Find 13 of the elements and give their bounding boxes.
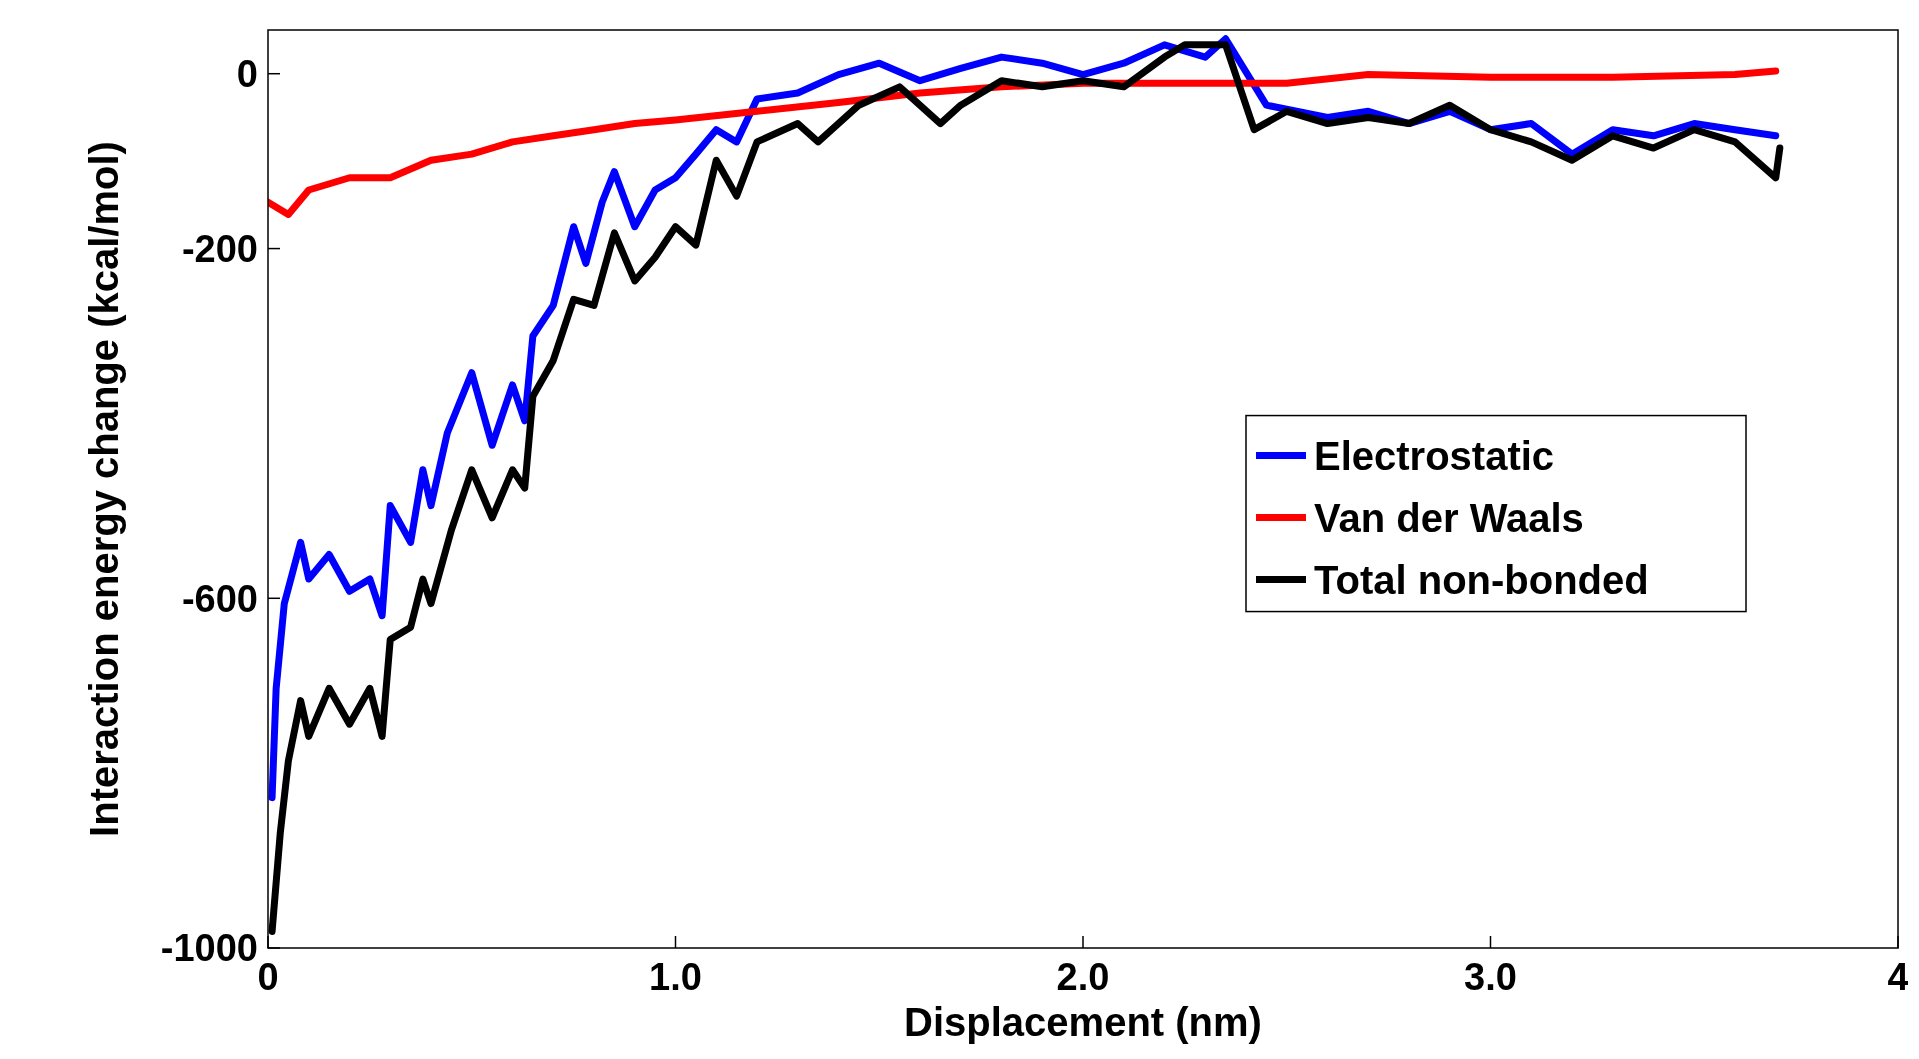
legend-label: Electrostatic bbox=[1314, 433, 1555, 478]
x-tick-label: 2.0 bbox=[1056, 956, 1110, 998]
legend-label: Total non-bonded bbox=[1314, 557, 1649, 602]
legend-label: Van der Waals bbox=[1314, 495, 1584, 540]
y-tick-label: -600 bbox=[181, 577, 258, 620]
y-tick-label: -1000 bbox=[160, 927, 258, 970]
y-tick-label: -200 bbox=[181, 227, 258, 270]
y-axis-title: Interaction energy change (kcal/mol) bbox=[82, 141, 126, 837]
x-tick-label: 1.0 bbox=[649, 956, 702, 998]
y-tick-label: 0 bbox=[236, 53, 258, 96]
x-tick-label: 4 bbox=[1887, 956, 1909, 998]
x-axis-title: Displacement (nm) bbox=[904, 1000, 1262, 1044]
x-tick-label: 3.0 bbox=[1464, 956, 1517, 998]
